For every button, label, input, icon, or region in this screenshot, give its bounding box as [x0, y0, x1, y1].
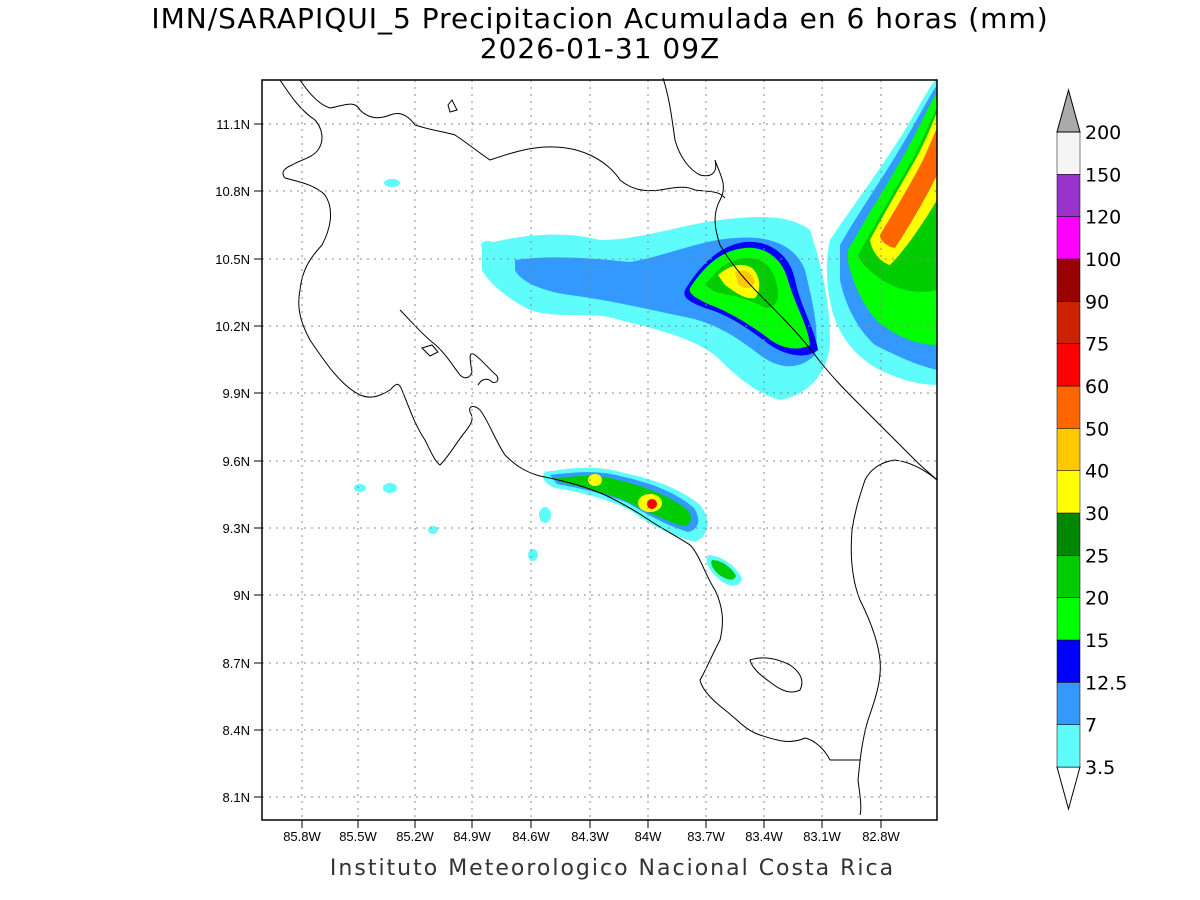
- colorbar-label: 120: [1085, 207, 1121, 229]
- precip-cell: [354, 484, 366, 492]
- colorbar-over-triangle: [1056, 88, 1081, 133]
- colorbar-segment: [1056, 555, 1081, 598]
- lake-islet: [447, 99, 458, 113]
- colorbar-label: 30: [1085, 503, 1109, 525]
- colorbar-segment: [1056, 174, 1081, 217]
- coastline-nicoya: [399, 309, 499, 386]
- tick-marks: [254, 123, 882, 828]
- colorbar-under-triangle: [1056, 766, 1081, 811]
- colorbar-segment: [1056, 682, 1081, 725]
- colorbar: 3.5 7 12.5 15 20 25 30 40 50 60 75 90 100 120 150 200: [1056, 88, 1127, 811]
- colorbar-label: 7: [1085, 715, 1097, 737]
- lat-tick-label: 10.5N: [215, 252, 250, 267]
- colorbar-label: 12.5: [1085, 672, 1127, 694]
- colorbar-segment: [1056, 385, 1081, 429]
- colorbar-label: 150: [1085, 164, 1121, 186]
- colorbar-segment: [1056, 428, 1081, 471]
- colorbar-segment: [1056, 216, 1081, 260]
- colorbar-label: 50: [1085, 418, 1109, 440]
- map-subtitle: 2026-01-31 09Z: [479, 32, 721, 65]
- lat-tick-label: 9N: [233, 588, 250, 603]
- precip-cell: [383, 483, 397, 493]
- coastlines: [279, 77, 938, 816]
- lon-tick-label: 85.5W: [339, 829, 377, 844]
- map-frame: [261, 79, 938, 821]
- lat-tick-label: 8.7N: [223, 656, 250, 671]
- colorbar-label: 75: [1085, 334, 1109, 356]
- lon-tick-label: 84W: [635, 829, 662, 844]
- lon-tick-labels: 85.8W 85.5W 85.2W 84.9W 84.6W 84.3W 84W …: [283, 829, 900, 844]
- colorbar-segment: [1056, 131, 1081, 175]
- precip-band-ne-50: [880, 128, 937, 248]
- lon-tick-label: 82.8W: [862, 829, 900, 844]
- coastline-osa: [749, 657, 803, 693]
- colorbar-label: 90: [1085, 291, 1109, 313]
- map-title: IMN/SARAPIQUI_5 Precipitacion Acumulada …: [151, 2, 1049, 35]
- lon-tick-label: 85.2W: [396, 829, 434, 844]
- lat-tick-label: 8.4N: [223, 723, 250, 738]
- colorbar-segment: [1056, 470, 1081, 514]
- precip-core: [647, 499, 657, 509]
- lon-tick-label: 85.8W: [283, 829, 321, 844]
- colorbar-segment: [1056, 724, 1081, 768]
- colorbar-label: 20: [1085, 588, 1109, 610]
- lat-tick-label: 10.8N: [215, 184, 250, 199]
- lon-tick-label: 84.3W: [571, 829, 609, 844]
- precip-cell: [428, 526, 438, 534]
- colorbar-segment: [1056, 639, 1081, 683]
- lat-tick-label: 8.1N: [223, 790, 250, 805]
- lon-tick-label: 84.6W: [512, 829, 550, 844]
- lat-tick-label: 9.6N: [223, 454, 250, 469]
- lat-tick-label: 10.2N: [215, 319, 250, 334]
- lon-tick-label: 83.4W: [745, 829, 783, 844]
- precip-cell: [528, 549, 538, 561]
- grid: [262, 80, 937, 820]
- precip-cell: [539, 507, 551, 523]
- lat-tick-label: 9.9N: [223, 386, 250, 401]
- colorbar-label: 3.5: [1085, 757, 1115, 779]
- precip-cell: [481, 241, 495, 249]
- island-nicoya: [421, 344, 439, 357]
- lon-tick-label: 84.9W: [453, 829, 491, 844]
- lon-tick-label: 83.1W: [803, 829, 841, 844]
- colorbar-segment: [1056, 597, 1081, 641]
- colorbar-label: 60: [1085, 376, 1109, 398]
- colorbar-label: 25: [1085, 545, 1109, 567]
- precipitation-field: [354, 78, 937, 586]
- colorbar-segment: [1056, 301, 1081, 344]
- precip-band-osa-20: [711, 560, 736, 580]
- lat-tick-label: 9.3N: [223, 521, 250, 536]
- coastline-pacific: [279, 79, 860, 761]
- colorbar-segment: [1056, 343, 1081, 387]
- precip-core: [588, 474, 602, 486]
- coastline-nicaragua-shore: [299, 79, 726, 199]
- precip-cell: [384, 179, 400, 187]
- footer-credit: Instituto Meteorologico Nacional Costa R…: [329, 856, 896, 881]
- colorbar-segment: [1056, 512, 1081, 556]
- colorbar-segment: [1056, 258, 1081, 302]
- lat-tick-label: 11.1N: [216, 117, 250, 132]
- lon-tick-label: 83.7W: [687, 829, 725, 844]
- coastline-caribbean: [662, 77, 938, 481]
- colorbar-label: 200: [1085, 122, 1121, 144]
- coastline-panama: [850, 459, 938, 816]
- colorbar-label: 15: [1085, 630, 1109, 652]
- colorbar-label: 40: [1085, 461, 1109, 483]
- colorbar-label: 100: [1085, 249, 1121, 271]
- lat-tick-labels: 11.1N 10.8N 10.5N 10.2N 9.9N 9.6N 9.3N 9…: [215, 117, 250, 805]
